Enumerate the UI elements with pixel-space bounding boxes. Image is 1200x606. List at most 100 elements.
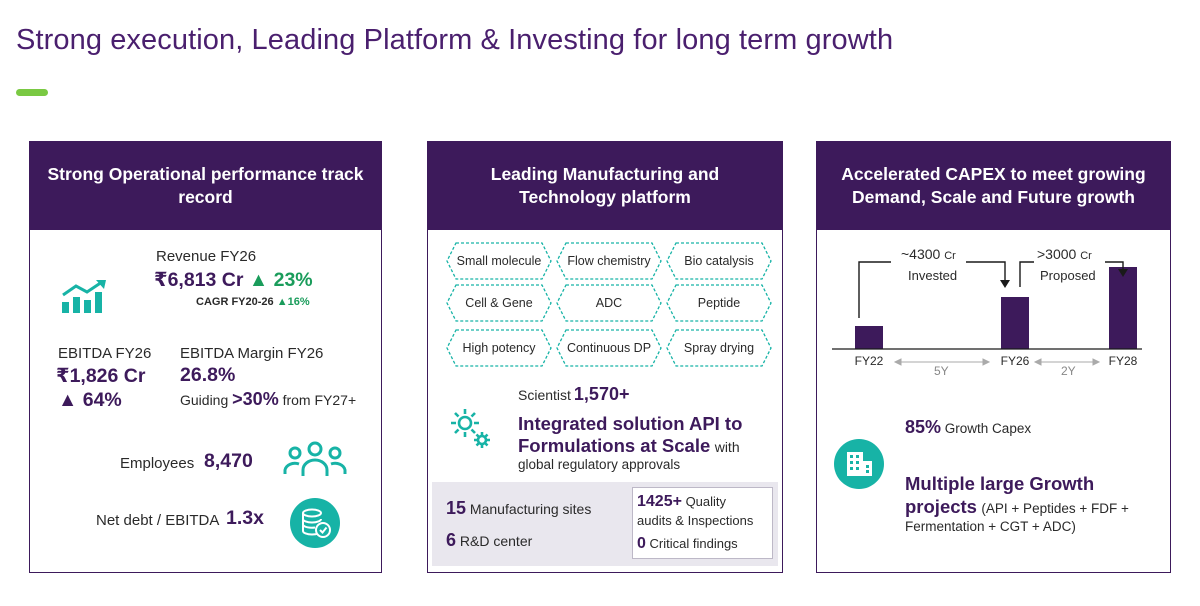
- audits-label2: audits & Inspections: [637, 513, 754, 528]
- bar-fy22: [855, 326, 883, 349]
- people-group-icon: [283, 441, 347, 476]
- capability-label: Bio catalysis: [684, 253, 754, 268]
- interval-label-1: 5Y: [934, 364, 949, 378]
- projects-line2: projects (API + Peptides + FDF +: [905, 496, 1129, 518]
- sites: 15 Manufacturing sites: [446, 498, 591, 519]
- guiding: Guiding >30% from FY27+: [180, 389, 356, 410]
- audits-value: 1425+: [637, 493, 682, 510]
- gears-icon: [451, 409, 490, 448]
- audits-box: [632, 487, 773, 559]
- capability-label: Flow chemistry: [567, 253, 651, 268]
- growth-capex: 85% Growth Capex: [905, 417, 1031, 438]
- margin-label: EBITDA Margin FY26: [180, 345, 324, 362]
- scientist-value: 1,570+: [573, 384, 630, 404]
- panel-operational-performance: Strong Operational performance track rec…: [29, 141, 382, 573]
- revenue-growth: ▲ 23%: [248, 269, 313, 291]
- employees-value: 8,470: [204, 450, 253, 472]
- building-icon: [834, 439, 884, 489]
- panel-header: Leading Manufacturing and Technology pla…: [428, 142, 782, 230]
- employees-label: Employees: [120, 455, 195, 472]
- guiding-value: >30%: [232, 389, 279, 409]
- proposed-amount: >3000: [1037, 246, 1077, 262]
- proposed-unit: Cr: [1080, 250, 1092, 262]
- bar-fy26: [1001, 297, 1029, 349]
- rnd-value: 6: [446, 530, 457, 550]
- capability-label: Cell & Gene: [465, 295, 533, 310]
- guiding-prefix: Guiding: [180, 392, 229, 408]
- arrow-down-icon: [1000, 280, 1010, 288]
- capability-label: ADC: [595, 295, 623, 310]
- margin-value: 26.8%: [180, 364, 236, 386]
- capability-label: Spray drying: [683, 340, 755, 355]
- invested-amount: ~4300: [901, 246, 941, 262]
- rnd-label: R&D center: [459, 533, 533, 549]
- annotation-invested-value: ~4300 Cr: [901, 246, 956, 262]
- invested-unit: Cr: [944, 250, 956, 262]
- panel-header-text: Leading Manufacturing and Technology pla…: [490, 164, 720, 207]
- capability-small-molecule: Small molecule: [446, 242, 552, 280]
- capability-spray-drying: Spray drying: [666, 329, 772, 367]
- annotation-proposed-label: Proposed: [1040, 268, 1096, 283]
- projects-bold2: projects: [905, 496, 977, 517]
- page-title: Strong execution, Leading Platform & Inv…: [16, 24, 894, 56]
- capex-chart-svg: [832, 261, 1142, 366]
- panel-header: Accelerated CAPEX to meet growing Demand…: [817, 142, 1170, 230]
- capability-adc: ADC: [556, 284, 662, 322]
- growth-chart-icon: [62, 280, 106, 313]
- projects-rest: (API + Peptides + FDF +: [981, 501, 1129, 516]
- capability-label: Peptide: [697, 295, 741, 310]
- scientist-label: Scientist: [518, 387, 571, 403]
- integrated-line2-rest: with: [714, 439, 740, 455]
- panel-header-text: Accelerated CAPEX to meet growing Demand…: [841, 164, 1146, 207]
- capability-flow-chemistry: Flow chemistry: [556, 242, 662, 280]
- capability-label: High potency: [462, 340, 536, 355]
- capability-high-potency: High potency: [446, 329, 552, 367]
- ebitda-growth: ▲ 64%: [58, 389, 122, 411]
- sites-label: Manufacturing sites: [469, 501, 592, 517]
- interval-arrows: [893, 358, 1101, 366]
- annotation-invested-label: Invested: [908, 268, 958, 283]
- projects-line1: Multiple large Growth: [905, 473, 1095, 494]
- integrated-line3: global regulatory approvals: [518, 457, 681, 472]
- audits-label1: Quality: [685, 494, 727, 509]
- sites-value: 15: [446, 498, 467, 518]
- cagr-label: CAGR FY20-26: [196, 296, 274, 308]
- projects-line3: Fermentation + CGT + ADC): [905, 519, 1076, 534]
- findings: 0 Critical findings: [637, 535, 738, 553]
- bar-fy28: [1109, 267, 1137, 349]
- capex-chart: FY22 FY26 FY28 ~4300 Cr Invested >3000 Cr …: [817, 142, 1172, 382]
- scientists: Scientist 1,570+: [518, 384, 629, 405]
- panel-manufacturing-platform: Leading Manufacturing and Technology pla…: [427, 141, 783, 573]
- ebitda-label: EBITDA FY26: [58, 345, 152, 362]
- findings-value: 0: [637, 535, 646, 552]
- capability-continuous-dp: Continuous DP: [556, 329, 662, 367]
- audits-line1: 1425+ Quality: [637, 493, 726, 511]
- guiding-suffix: from FY27+: [282, 392, 357, 408]
- arrow-down-icon: [1118, 269, 1128, 277]
- panel-header: Strong Operational performance track rec…: [30, 142, 381, 230]
- netdebt-value: 1.3x: [226, 507, 264, 529]
- cagr-value: ▲16%: [276, 296, 310, 308]
- findings-label: Critical findings: [649, 536, 738, 551]
- x-tick-label: FY28: [1108, 354, 1138, 368]
- ebitda-value: ₹1,826 Cr: [56, 365, 146, 387]
- growth-capex-label: Growth Capex: [944, 421, 1032, 436]
- capability-label: Small molecule: [456, 253, 542, 268]
- integrated-line2: Formulations at Scale with: [518, 435, 740, 457]
- growth-capex-value: 85%: [905, 417, 942, 437]
- rnd: 6 R&D center: [446, 530, 532, 551]
- capability-cell-gene: Cell & Gene: [446, 284, 552, 322]
- bracket-lines: [858, 261, 1124, 318]
- integrated-line1: Integrated solution API to: [518, 413, 743, 434]
- netdebt-label: Net debt / EBITDA: [96, 512, 220, 529]
- revenue-value: ₹6,813 Cr ▲ 23%: [154, 268, 313, 292]
- title-accent-bar: [16, 89, 48, 96]
- interval-label-2: 2Y: [1061, 364, 1076, 378]
- cagr: CAGR FY20-26 ▲16%: [196, 296, 310, 308]
- revenue-label: Revenue FY26: [156, 248, 257, 265]
- x-tick-label: FY22: [854, 354, 884, 368]
- revenue-amount: ₹6,813 Cr: [154, 269, 244, 291]
- integrated-line2-bold: Formulations at Scale: [518, 435, 711, 456]
- database-check-icon: [290, 498, 340, 548]
- capability-bio-catalysis: Bio catalysis: [666, 242, 772, 280]
